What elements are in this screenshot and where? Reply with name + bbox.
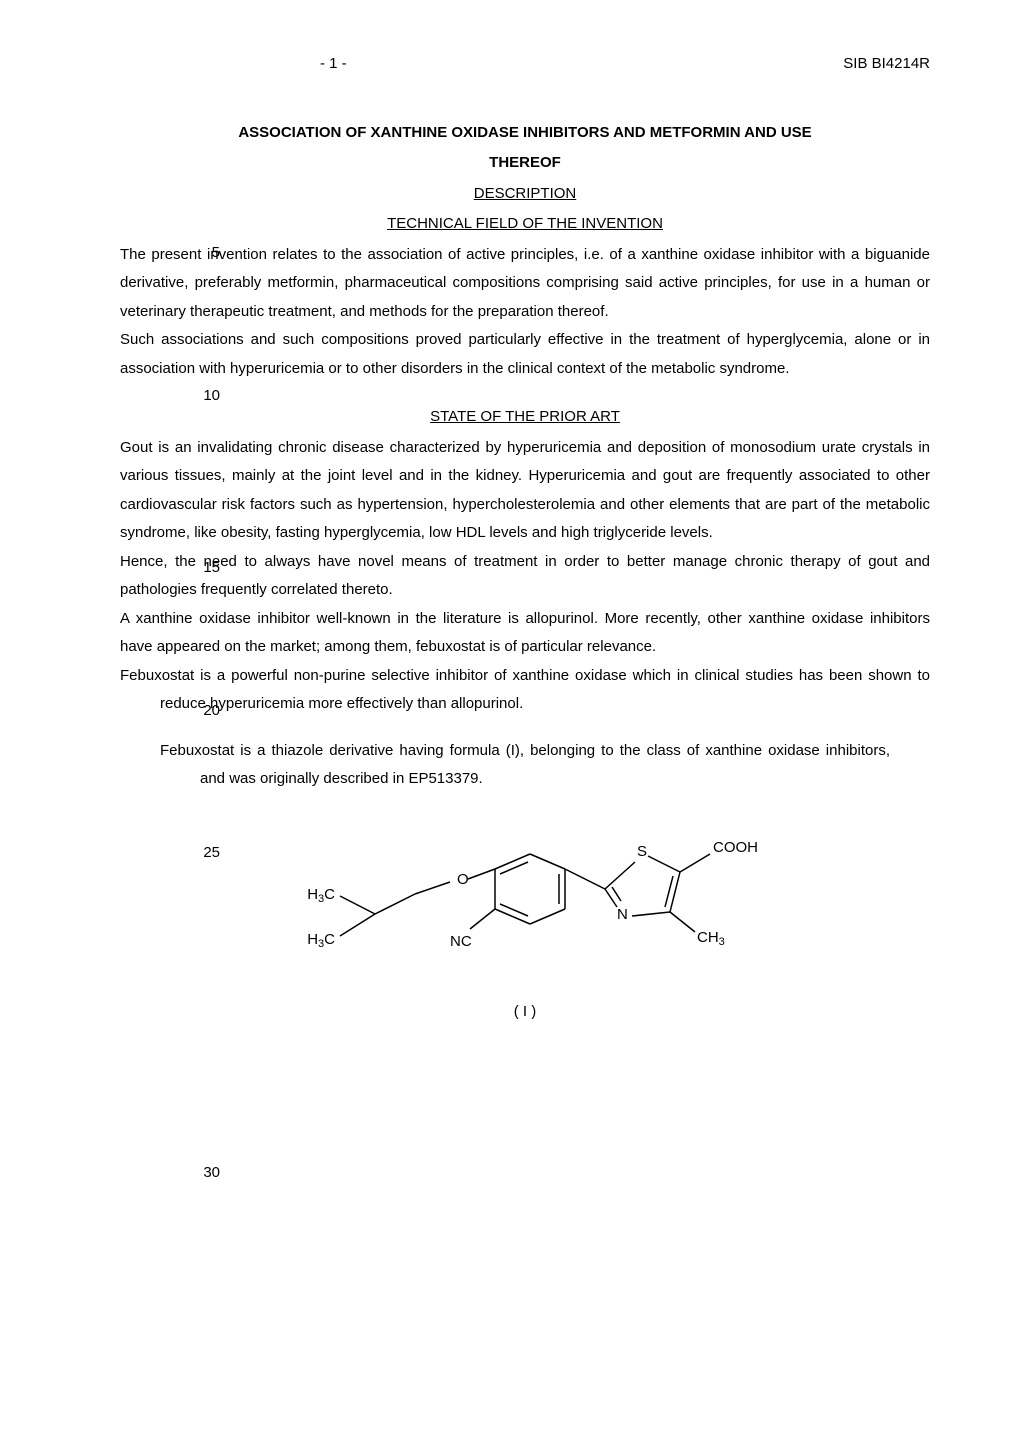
label-s: S	[637, 843, 647, 860]
line-number-30: 30	[190, 1159, 220, 1188]
label-h3c-lower: H3C	[307, 931, 335, 950]
doc-ref: SIB BI4214R	[843, 50, 930, 79]
label-cooh: COOH	[713, 839, 758, 856]
chemical-formula: H3C H3C O NC	[120, 814, 930, 995]
label-n: N	[617, 906, 628, 923]
heading-technical-field: TECHNICAL FIELD OF THE INVENTION	[120, 210, 930, 239]
line-number-15: 15	[190, 554, 220, 583]
content: ASSOCIATION OF XANTHINE OXIDASE INHIBITO…	[120, 119, 930, 1027]
line-number-5: 5	[190, 239, 220, 268]
para-7: Febuxostat is a thiazole derivative havi…	[120, 737, 930, 794]
label-nc: NC	[450, 933, 472, 950]
para-6: Febuxostat is a powerful non-purine sele…	[120, 662, 930, 719]
label-o: O	[457, 871, 469, 888]
line-number-25: 25	[190, 839, 220, 868]
page-number: - 1 -	[320, 50, 347, 79]
heading-state-of-art: STATE OF THE PRIOR ART	[120, 403, 930, 432]
chemical-structure-svg: H3C H3C O NC	[285, 814, 765, 984]
heading-description: DESCRIPTION	[120, 180, 930, 209]
title-line1: ASSOCIATION OF XANTHINE OXIDASE INHIBITO…	[120, 119, 930, 148]
formula-label: ( I )	[120, 998, 930, 1027]
label-h3c-upper: H3C	[307, 886, 335, 905]
para-4: Hence, the need to always have novel mea…	[120, 548, 930, 605]
page-header: - 1 - SIB BI4214R	[120, 50, 930, 79]
line-number-20: 20	[190, 697, 220, 726]
para-5: A xanthine oxidase inhibitor well-known …	[120, 605, 930, 662]
para-1: The present invention relates to the ass…	[120, 241, 930, 327]
para-2: Such associations and such compositions …	[120, 326, 930, 383]
title-line2: THEREOF	[120, 149, 930, 178]
para-3: Gout is an invalidating chronic disease …	[120, 434, 930, 548]
label-ch3: CH3	[697, 929, 725, 948]
line-number-10: 10	[190, 382, 220, 411]
